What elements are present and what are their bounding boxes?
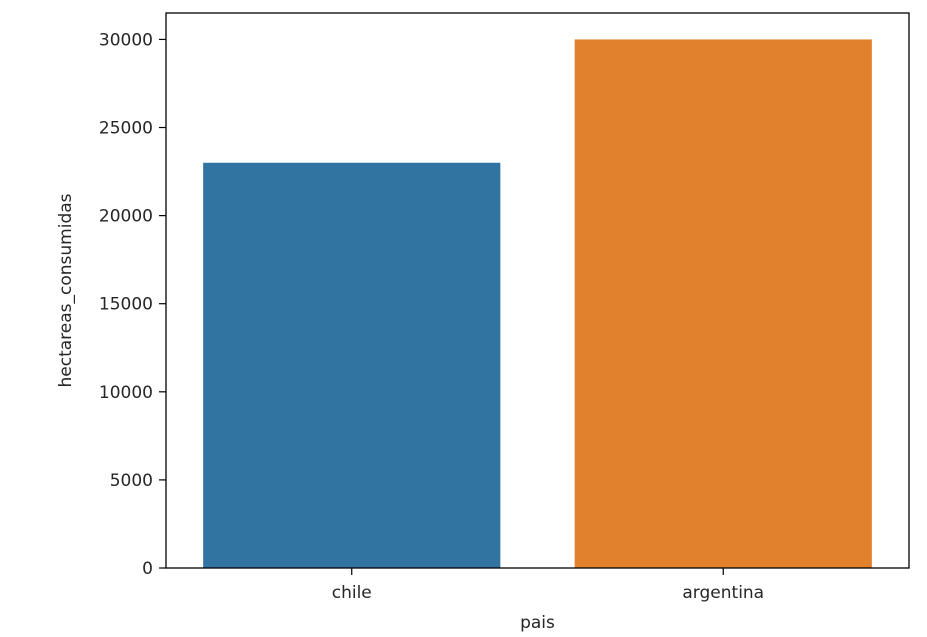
- x-axis-label: pais: [520, 613, 555, 633]
- x-axis-ticks: chile argentina: [332, 568, 764, 603]
- y-tick-label: 20000: [99, 207, 153, 227]
- y-tick-label: 0: [142, 559, 153, 579]
- y-axis-ticks: 0 5000 10000 15000 20000 25000 30000: [99, 30, 166, 579]
- bar-argentina: [574, 39, 872, 568]
- y-tick-label: 5000: [110, 471, 153, 491]
- x-tick-label: argentina: [682, 583, 764, 603]
- plot-frame: [165, 12, 910, 569]
- y-tick-label: 15000: [99, 295, 153, 315]
- bars-layer: [203, 39, 872, 568]
- x-tick-label: chile: [332, 583, 372, 603]
- y-axis-label: hectareas_consumidas: [56, 193, 76, 387]
- y-tick-label: 25000: [99, 119, 153, 139]
- y-tick-label: 10000: [99, 383, 153, 403]
- y-tick-label: 30000: [99, 30, 153, 50]
- bar-chile: [203, 162, 501, 568]
